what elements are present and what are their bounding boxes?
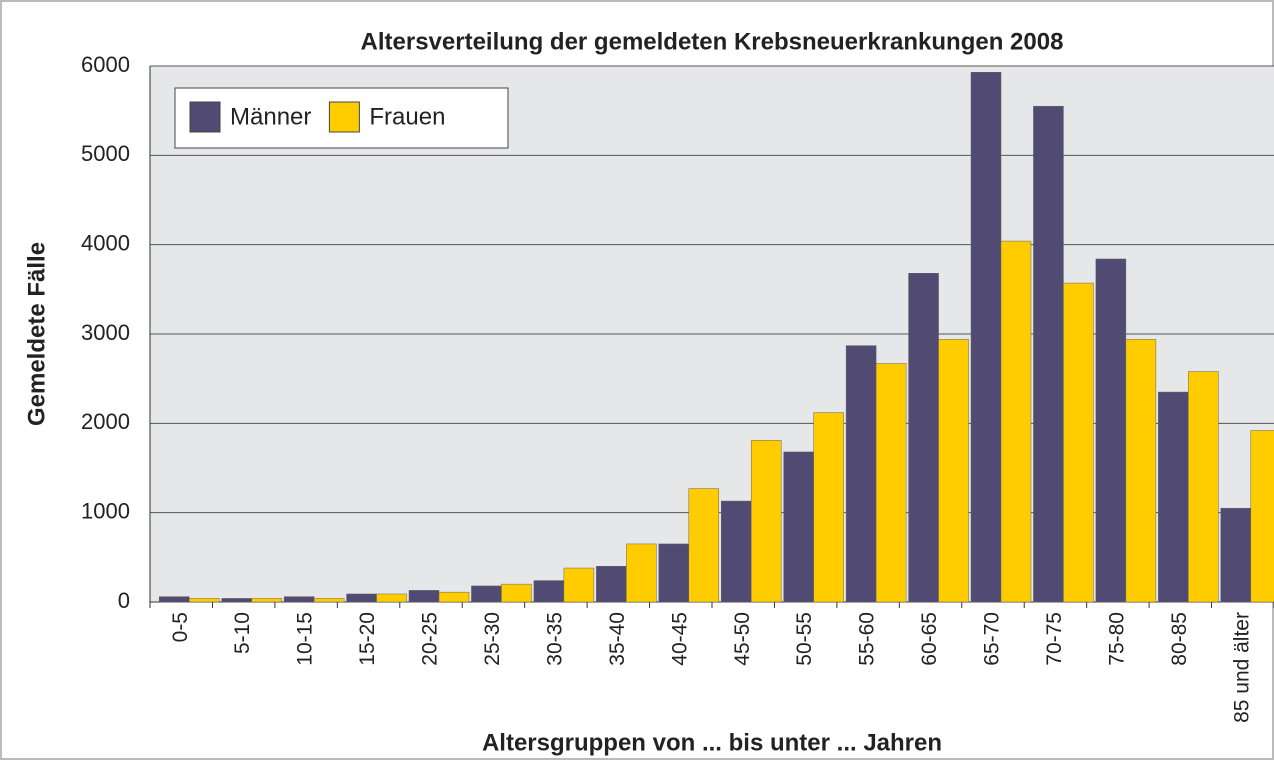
x-tick-label: 25-30: [481, 612, 504, 666]
x-tick-label: 10-15: [294, 612, 317, 666]
bar: [1125, 339, 1157, 603]
bar: [188, 598, 220, 603]
bar: [1250, 430, 1274, 603]
y-tick-label: 0: [118, 588, 130, 613]
bar: [1063, 282, 1094, 603]
bar: [471, 585, 502, 603]
bar: [626, 543, 657, 603]
x-tick-label: 85 und älter: [1230, 612, 1253, 723]
bar: [720, 500, 752, 603]
bar: [1033, 105, 1064, 603]
bar: [533, 580, 565, 603]
y-tick-label: 1000: [81, 498, 130, 523]
x-tick-label: 40-45: [668, 612, 691, 666]
bar: [283, 596, 315, 603]
bar: [938, 339, 969, 603]
x-tick-label: 35-40: [606, 612, 629, 666]
chart-title: Altersverteilung der gemeldeten Krebsneu…: [361, 28, 1064, 55]
legend-label: Frauen: [369, 103, 445, 130]
x-tick-label: 30-35: [543, 612, 566, 666]
bar: [158, 596, 190, 603]
bar: [908, 273, 939, 603]
x-tick-label: 70-75: [1043, 612, 1066, 666]
x-tick-label: 80-85: [1168, 612, 1191, 666]
bar: [221, 598, 252, 603]
legend-swatch: [328, 101, 360, 133]
x-tick-label: 60-65: [918, 612, 941, 666]
legend-swatch: [189, 101, 221, 133]
x-tick-label: 65-70: [981, 612, 1004, 666]
bar: [501, 583, 532, 603]
bar: [813, 412, 844, 603]
bar: [1095, 258, 1127, 603]
bar: [1000, 240, 1032, 603]
y-tick-label: 6000: [81, 52, 130, 77]
x-tick-label: 50-55: [793, 612, 816, 666]
x-tick-label: 15-20: [356, 612, 379, 666]
y-tick-label: 5000: [81, 141, 130, 166]
bar: [438, 591, 470, 603]
bar: [251, 598, 282, 603]
bar: [346, 593, 377, 603]
bar: [408, 590, 440, 603]
bar: [1188, 371, 1219, 603]
y-tick-label: 2000: [81, 409, 130, 434]
y-tick-label: 4000: [81, 230, 130, 255]
x-tick-label: 75-80: [1105, 612, 1128, 666]
x-tick-label: 55-60: [856, 612, 879, 666]
bar: [376, 593, 407, 603]
bar: [596, 566, 627, 603]
bar: [563, 567, 595, 603]
bar: [845, 345, 877, 603]
x-axis-label: Altersgruppen von ... bis unter ... Jahr…: [482, 729, 942, 756]
y-axis-label: Gemeldete Fälle: [23, 242, 50, 426]
x-tick-label: 45-50: [731, 612, 754, 666]
bar: [875, 363, 907, 603]
bar: [688, 488, 720, 603]
y-tick-label: 3000: [81, 320, 130, 345]
bar: [970, 72, 1002, 603]
bar: [658, 543, 690, 603]
bar: [1220, 507, 1252, 603]
x-tick-label: 20-25: [419, 612, 442, 666]
bar: [783, 451, 814, 603]
bar: [313, 598, 345, 603]
legend-label: Männer: [230, 103, 311, 130]
x-tick-label: 0-5: [169, 612, 192, 642]
bar: [1158, 391, 1189, 603]
x-tick-label: 5-10: [231, 612, 254, 654]
bar: [750, 440, 782, 603]
